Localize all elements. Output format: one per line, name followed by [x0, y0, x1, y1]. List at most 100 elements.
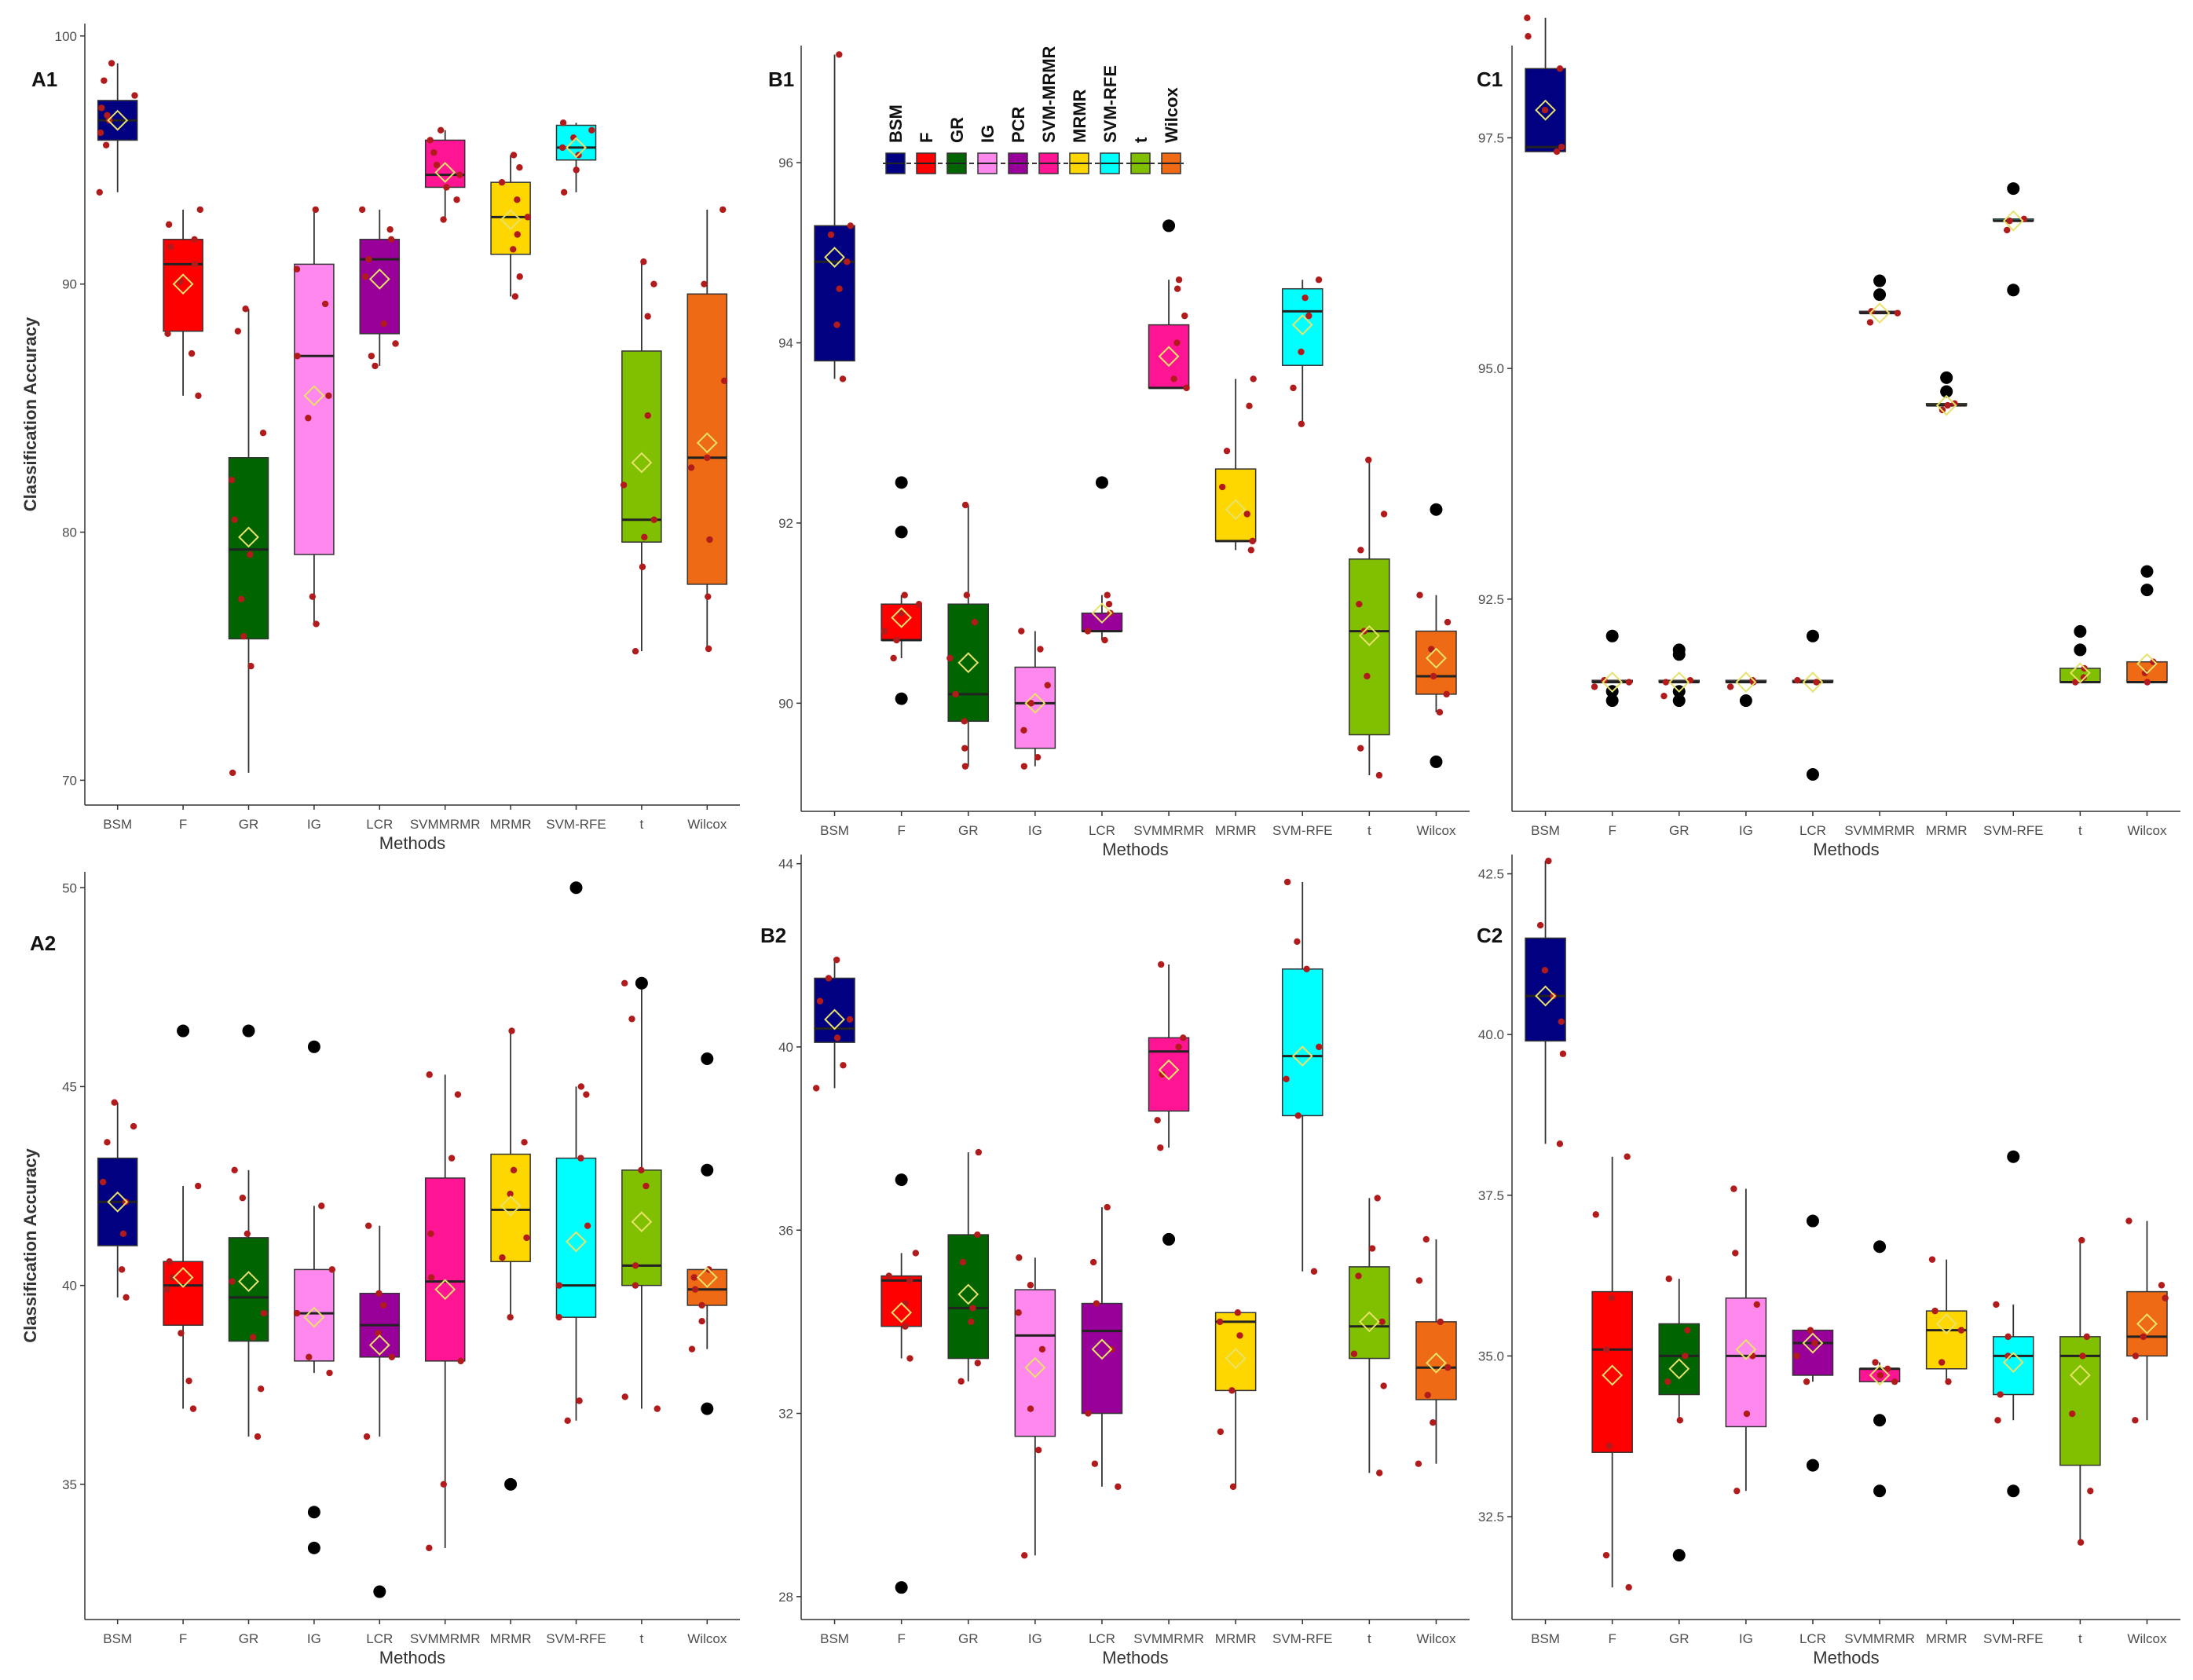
- mean-marker: [2002, 210, 2024, 232]
- data-point: [229, 1278, 236, 1285]
- data-point: [362, 273, 369, 280]
- data-point: [440, 216, 447, 223]
- data-point: [426, 1071, 433, 1078]
- data-point: [1662, 679, 1670, 686]
- data-point: [577, 1155, 584, 1162]
- data-point: [654, 1405, 661, 1412]
- data-point: [507, 1313, 514, 1321]
- box-body: [2126, 1290, 2168, 1357]
- data-point: [508, 1027, 515, 1034]
- mean-marker: [824, 247, 845, 268]
- x-tick-label: F: [1608, 823, 1616, 838]
- data-point: [1592, 1211, 1599, 1218]
- box-f: [163, 206, 204, 400]
- data-point: [961, 745, 968, 752]
- x-tick-label: t: [1367, 823, 1371, 838]
- data-point: [1931, 1307, 1939, 1315]
- outlier-point: [2140, 584, 2154, 597]
- outlier-point: [2074, 624, 2087, 638]
- y-tick-label: 35: [62, 1477, 77, 1492]
- data-point: [704, 454, 711, 461]
- data-point: [901, 591, 908, 598]
- data-point: [259, 429, 267, 437]
- y-tick-label: 92.5: [1478, 592, 1504, 607]
- data-point: [386, 225, 394, 233]
- data-point: [640, 258, 647, 265]
- data-point: [687, 464, 695, 471]
- x-tick-label: F: [179, 1631, 187, 1646]
- data-point: [1173, 285, 1181, 292]
- data-point: [1556, 1140, 1564, 1147]
- data-point: [326, 1369, 333, 1377]
- data-point: [836, 51, 843, 58]
- data-point: [1283, 1075, 1290, 1082]
- data-point: [1380, 511, 1388, 518]
- mean-marker: [1802, 672, 1824, 693]
- outlier-point: [1873, 1414, 1887, 1427]
- data-point: [2071, 679, 2079, 686]
- data-point: [240, 633, 247, 640]
- data-point: [1726, 683, 1734, 690]
- data-point: [1559, 1050, 1567, 1057]
- data-point: [392, 340, 399, 347]
- x-tick-label: LCR: [366, 817, 393, 832]
- box-mrmr: [490, 1027, 531, 1491]
- y-tick-label: 28: [778, 1590, 793, 1605]
- mean-marker: [238, 1271, 259, 1292]
- data-point: [1894, 309, 1902, 317]
- data-point: [1884, 1365, 1891, 1372]
- x-tick-label: BSM: [103, 1631, 132, 1646]
- data-point: [1993, 1301, 2000, 1308]
- panel-C2: 32.5 35.0 37.5 40.0 42.5 BSM F GR IG LCR SVMMRMR MR…: [1477, 855, 2180, 1667]
- data-point: [1016, 1254, 1023, 1261]
- outlier-point: [1806, 768, 1819, 781]
- data-point: [1803, 1378, 1810, 1385]
- data-point: [1424, 1392, 1431, 1399]
- x-axis-title: Methods: [1813, 840, 1879, 859]
- data-point: [1037, 646, 1044, 653]
- data-point: [836, 285, 843, 292]
- data-point: [1228, 1387, 1236, 1394]
- box-body: [2059, 1336, 2101, 1466]
- x-tick-label: BSM: [820, 1631, 849, 1646]
- data-point: [1553, 148, 1561, 156]
- box-body: [490, 181, 531, 255]
- outlier-point: [1672, 643, 1686, 657]
- data-point: [1246, 402, 1253, 410]
- box-svm-rfe: [1992, 182, 2034, 297]
- data-point: [2083, 1333, 2091, 1341]
- data-point: [1591, 683, 1598, 690]
- x-tick-label: SVM-RFE: [1983, 1631, 2044, 1646]
- data-point: [387, 236, 395, 243]
- data-point: [1625, 679, 1633, 686]
- y-tick-label: 40: [62, 1279, 77, 1294]
- outlier-point: [895, 692, 908, 705]
- data-point: [1236, 1332, 1243, 1339]
- mean-marker: [1668, 672, 1690, 693]
- data-point: [229, 477, 236, 484]
- mean-marker: [566, 137, 587, 159]
- mean-marker: [1158, 346, 1180, 368]
- outlier-point: [2007, 182, 2020, 196]
- data-point: [514, 231, 521, 238]
- x-tick-label: GR: [1669, 1631, 1690, 1646]
- panel-A2: 35 40 45 50 BSM F GR IG LCR SVMMRMR MRMR SVM-RFE t Wi…: [20, 872, 740, 1667]
- data-point: [1608, 1294, 1615, 1301]
- x-tick-label: F: [179, 817, 187, 832]
- box-f: [163, 1024, 203, 1412]
- data-point: [1249, 537, 1256, 545]
- data-point: [325, 392, 332, 400]
- data-point: [1605, 1442, 1613, 1450]
- mean-marker: [1935, 1313, 1957, 1334]
- box-bsm: [1524, 14, 1566, 156]
- data-point: [2078, 1236, 2085, 1244]
- data-point: [1298, 348, 1305, 356]
- data-point: [1305, 312, 1313, 320]
- box-lcr: [1081, 1203, 1123, 1491]
- legend: BSM F GR IG PCR SVM-MRMR MRMR SVM-RFE t Wilcox: [883, 46, 1184, 174]
- mean-marker: [1668, 1358, 1690, 1380]
- data-point: [306, 1353, 313, 1360]
- data-point: [1541, 967, 1549, 974]
- data-point: [2158, 1282, 2166, 1289]
- mean-marker: [1535, 99, 1556, 121]
